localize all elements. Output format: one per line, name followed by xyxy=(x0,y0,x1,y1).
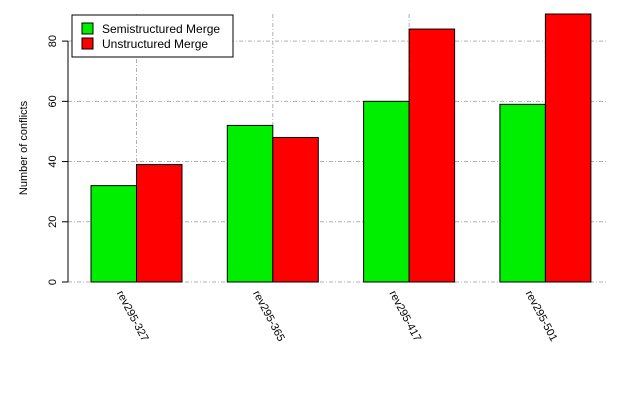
legend-swatch xyxy=(81,37,94,50)
y-tick-label: 60 xyxy=(47,95,59,107)
bar-unstructured-2 xyxy=(272,136,319,283)
bar-semistructured-1 xyxy=(90,185,137,283)
x-tick-label: rev295-501 xyxy=(523,289,560,344)
x-tick-label: rev295-365 xyxy=(250,289,287,344)
bar-semistructured-3 xyxy=(363,100,410,283)
x-tick-labels: rev295-327 rev295-365 rev295-417 rev295-501 xyxy=(114,289,560,344)
x-tick-label: rev295-417 xyxy=(386,289,423,344)
bar-unstructured-3 xyxy=(408,28,456,283)
legend-label: Semistructured Merge xyxy=(102,22,220,36)
y-tick-label: 20 xyxy=(47,216,59,228)
legend-box xyxy=(71,14,234,58)
y-tick-label: 0 xyxy=(47,279,59,285)
y-tick-label: 80 xyxy=(47,35,59,47)
legend-label: Unstructured Merge xyxy=(102,37,208,51)
y-axis: 0 20 40 60 80 xyxy=(47,35,69,285)
x-tick-label: rev295-327 xyxy=(114,289,151,344)
bars xyxy=(90,13,592,283)
y-tick-label: 40 xyxy=(47,155,59,167)
legend-swatch xyxy=(81,22,94,35)
bar-unstructured-1 xyxy=(136,164,183,283)
bar-unstructured-4 xyxy=(544,13,592,283)
bar-semistructured-4 xyxy=(499,103,546,283)
bar-semistructured-2 xyxy=(226,124,274,283)
y-axis-label: Number of conflicts xyxy=(18,100,30,195)
